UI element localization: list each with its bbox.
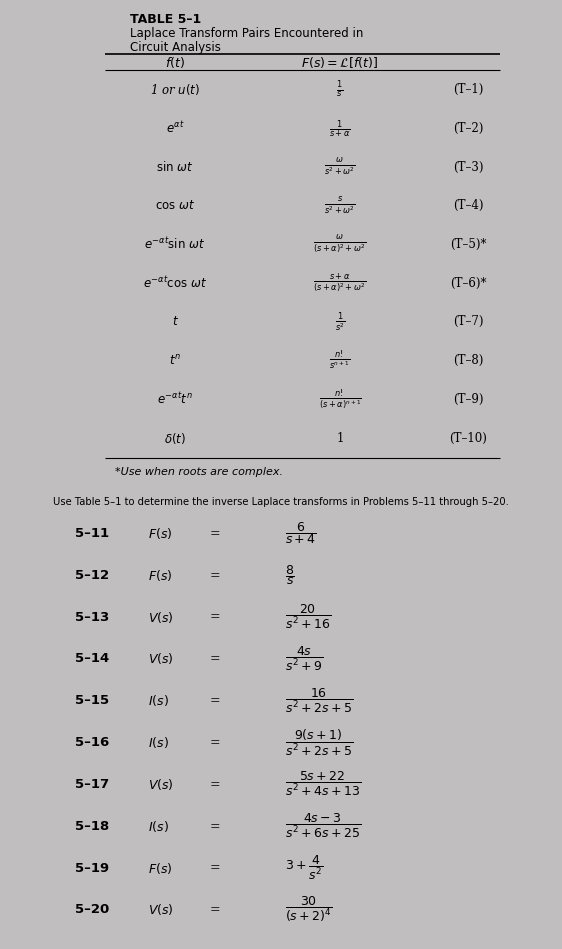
Text: $\frac{s + \alpha}{(s + \alpha)^2 + \omega^2}$: $\frac{s + \alpha}{(s + \alpha)^2 + \ome… [313, 271, 367, 295]
Text: =: = [210, 652, 221, 665]
Text: $I(s)$: $I(s)$ [148, 735, 169, 750]
Text: 5–13: 5–13 [75, 610, 109, 623]
Text: 5–16: 5–16 [75, 736, 109, 749]
Text: (T–6)*: (T–6)* [450, 277, 486, 289]
Text: (T–7): (T–7) [453, 315, 483, 328]
Text: $\dfrac{20}{s^2 + 16}$: $\dfrac{20}{s^2 + 16}$ [285, 603, 331, 631]
Text: $\frac{n!}{(s + \alpha)^{n+1}}$: $\frac{n!}{(s + \alpha)^{n+1}}$ [319, 387, 361, 412]
Text: $I(s)$: $I(s)$ [148, 693, 169, 708]
Text: 5–17: 5–17 [75, 778, 109, 791]
Text: $F(s)$: $F(s)$ [148, 861, 173, 876]
Text: TABLE 5–1: TABLE 5–1 [130, 12, 201, 26]
Text: $F(s) = \mathcal{L}[f(t)]$: $F(s) = \mathcal{L}[f(t)]$ [301, 55, 379, 70]
Text: $\dfrac{30}{(s + 2)^4}$: $\dfrac{30}{(s + 2)^4}$ [285, 895, 333, 924]
Text: 5–19: 5–19 [75, 862, 109, 875]
Text: $f(t)$: $f(t)$ [165, 55, 185, 70]
Text: $\dfrac{6}{s + 4}$: $\dfrac{6}{s + 4}$ [285, 520, 317, 547]
Text: =: = [210, 778, 221, 791]
Text: $e^{-\alpha t}\cos\,\omega t$: $e^{-\alpha t}\cos\,\omega t$ [143, 275, 207, 291]
Text: Laplace Transform Pairs Encountered in: Laplace Transform Pairs Encountered in [130, 28, 364, 40]
Text: *Use when roots are complex.: *Use when roots are complex. [115, 467, 283, 477]
Text: $\dfrac{4s}{s^2 + 9}$: $\dfrac{4s}{s^2 + 9}$ [285, 644, 323, 673]
Text: =: = [210, 820, 221, 832]
Text: $F(s)$: $F(s)$ [148, 568, 173, 583]
Text: 5–20: 5–20 [75, 903, 109, 917]
Text: $e^{\alpha t}$: $e^{\alpha t}$ [166, 121, 184, 136]
Text: $\dfrac{9(s + 1)}{s^2 + 2s + 5}$: $\dfrac{9(s + 1)}{s^2 + 2s + 5}$ [285, 728, 353, 757]
Text: Use Table 5–1 to determine the inverse Laplace transforms in Problems 5–11 throu: Use Table 5–1 to determine the inverse L… [53, 497, 509, 507]
Text: (T–5)*: (T–5)* [450, 238, 486, 251]
Text: 1 or $u(t)$: 1 or $u(t)$ [150, 82, 200, 97]
Text: $\dfrac{8}{s}$: $\dfrac{8}{s}$ [285, 564, 295, 587]
Text: =: = [210, 527, 221, 540]
Text: (T–3): (T–3) [453, 160, 483, 174]
Text: =: = [210, 903, 221, 917]
Text: $\frac{1}{s}$: $\frac{1}{s}$ [337, 80, 343, 100]
Text: =: = [210, 610, 221, 623]
Text: Circuit Analysis: Circuit Analysis [130, 41, 221, 54]
Text: =: = [210, 695, 221, 707]
Text: $e^{-\alpha t}t^n$: $e^{-\alpha t}t^n$ [157, 392, 193, 407]
Text: 1: 1 [336, 432, 344, 445]
Text: 5–12: 5–12 [75, 568, 109, 582]
Text: $\frac{s}{s^2 + \omega^2}$: $\frac{s}{s^2 + \omega^2}$ [324, 195, 356, 216]
Text: (T–2): (T–2) [453, 121, 483, 135]
Text: (T–9): (T–9) [453, 393, 483, 406]
Text: $\frac{\omega}{(s + \alpha)^2 + \omega^2}$: $\frac{\omega}{(s + \alpha)^2 + \omega^2… [313, 233, 367, 255]
Text: $\sin\,\omega t$: $\sin\,\omega t$ [156, 160, 194, 174]
Text: (T–1): (T–1) [453, 83, 483, 96]
Text: $3 + \dfrac{4}{s^2}$: $3 + \dfrac{4}{s^2}$ [285, 854, 323, 882]
Text: $\delta(t)$: $\delta(t)$ [164, 431, 186, 446]
Text: =: = [210, 862, 221, 875]
Text: $\cos\,\omega t$: $\cos\,\omega t$ [155, 199, 195, 213]
Text: (T–10): (T–10) [449, 432, 487, 445]
Text: 5–14: 5–14 [75, 652, 109, 665]
Text: $\dfrac{16}{s^2 + 2s + 5}$: $\dfrac{16}{s^2 + 2s + 5}$ [285, 687, 353, 715]
Text: 5–15: 5–15 [75, 695, 109, 707]
Text: 5–18: 5–18 [75, 820, 109, 832]
Text: $e^{-\alpha t}\sin\,\omega t$: $e^{-\alpha t}\sin\,\omega t$ [144, 236, 206, 252]
Text: $F(s)$: $F(s)$ [148, 526, 173, 541]
Text: $\dfrac{4s - 3}{s^2 + 6s + 25}$: $\dfrac{4s - 3}{s^2 + 6s + 25}$ [285, 812, 361, 840]
Text: $\frac{1}{s + \alpha}$: $\frac{1}{s + \alpha}$ [329, 118, 351, 139]
Text: $t$: $t$ [171, 315, 179, 328]
Text: =: = [210, 568, 221, 582]
Text: (T–4): (T–4) [453, 199, 483, 213]
Text: $I(s)$: $I(s)$ [148, 819, 169, 833]
Text: =: = [210, 736, 221, 749]
Text: $\dfrac{5s + 22}{s^2 + 4s + 13}$: $\dfrac{5s + 22}{s^2 + 4s + 13}$ [285, 771, 361, 798]
Text: $V(s)$: $V(s)$ [148, 902, 174, 918]
Text: 5–11: 5–11 [75, 527, 109, 540]
Text: $t^n$: $t^n$ [169, 354, 181, 367]
Text: (T–8): (T–8) [453, 354, 483, 367]
Text: $V(s)$: $V(s)$ [148, 651, 174, 666]
Text: $\frac{\omega}{s^2 + \omega^2}$: $\frac{\omega}{s^2 + \omega^2}$ [324, 157, 356, 177]
Text: $V(s)$: $V(s)$ [148, 609, 174, 624]
Text: $\frac{1}{s^2}$: $\frac{1}{s^2}$ [335, 310, 345, 333]
Text: $\frac{n!}{s^{n+1}}$: $\frac{n!}{s^{n+1}}$ [329, 349, 351, 372]
Text: $V(s)$: $V(s)$ [148, 777, 174, 791]
